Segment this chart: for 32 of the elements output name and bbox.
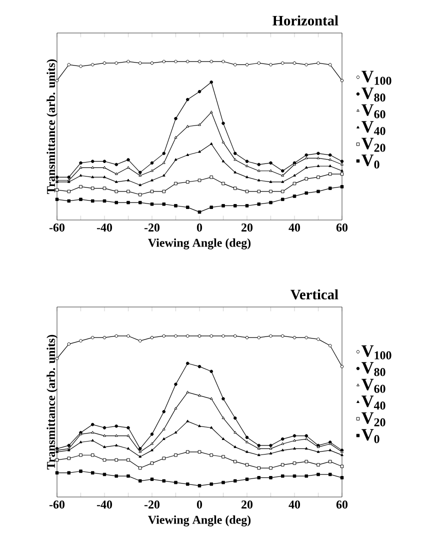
x-tick-label: -40 [96,224,112,232]
x-tick-label: 40 [288,224,300,232]
x-tick-label: 60 [336,224,348,232]
chart-title: Horizontal [272,15,338,26]
legend-label: V$_{0}$ [362,429,380,444]
legend-label: V$_{0}$ [362,154,380,169]
y-axis-title: Transmittance (arb. units) [46,59,58,194]
x-axis-title: Viewing Angle (deg) [148,515,251,526]
chart-title: Vertical [290,289,338,300]
legend-label: V$_{80}$ [362,362,386,376]
legend-label: V$_{40}$ [362,121,386,136]
x-tick-label: -60 [49,500,65,509]
x-tick-label: -20 [144,224,160,232]
legend-label: V$_{100}$ [362,70,392,85]
y-axis-title: Transmittance (arb. units) [46,334,58,470]
x-tick-label: 20 [242,500,253,509]
legend-label: V$_{40}$ [362,396,386,410]
x-axis-title: Viewing Angle (deg) [148,238,251,250]
legend-label: V$_{60}$ [362,378,386,393]
legend-label: V$_{80}$ [362,88,386,102]
x-tick-label: -40 [96,500,112,509]
x-tick-label: 60 [336,500,348,509]
x-tick-label: 0 [196,500,202,509]
legend-label: V$_{60}$ [362,104,386,118]
x-tick-label: -20 [144,500,160,509]
legend-label: V$_{100}$ [362,345,392,360]
legend-label: V$_{20}$ [362,412,386,426]
x-tick-label: 0 [196,224,202,232]
x-tick-label: 20 [242,224,253,232]
x-tick-label: 40 [288,500,300,509]
x-tick-label: -60 [49,224,65,232]
legend-label: V$_{20}$ [362,138,386,152]
